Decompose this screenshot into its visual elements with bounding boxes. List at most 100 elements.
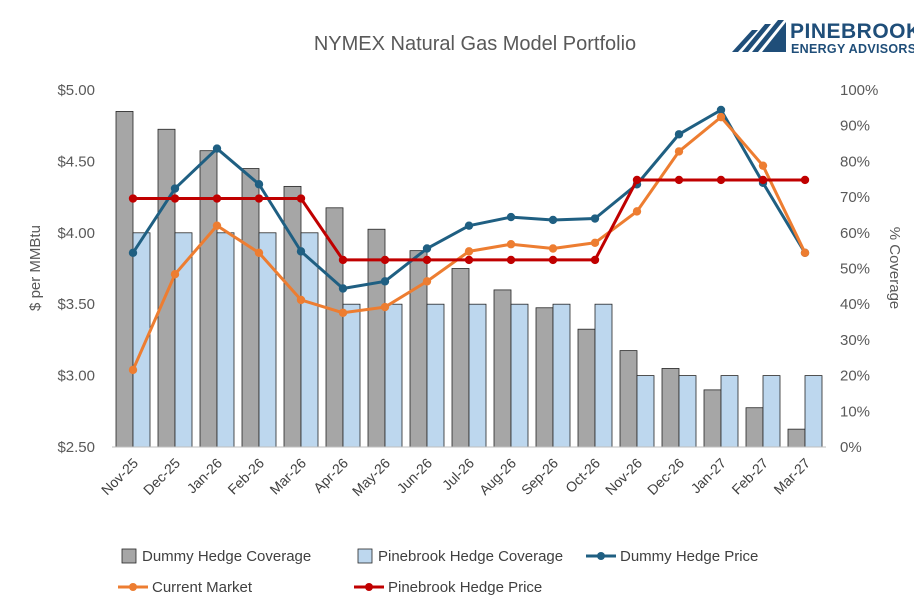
y-axis-title-left: $ per MMBtu xyxy=(27,225,44,311)
point-dummy-hedge-price xyxy=(548,215,558,225)
bar-pinebrook-hedge-coverage xyxy=(720,375,739,448)
point-pinebrook-hedge-price xyxy=(254,194,264,203)
x-tick-label: Feb-26 xyxy=(224,455,267,498)
bar-pinebrook-hedge-coverage xyxy=(258,232,277,448)
right-axis: 0% 10% 20% 30% 40% 50% 60% 70% 80% 90% 100% xyxy=(840,82,878,456)
point-pinebrook-hedge-price xyxy=(422,255,432,265)
point-pinebrook-hedge-price xyxy=(464,255,474,265)
y-tick-right: 90% xyxy=(840,118,870,135)
x-tick-label: Nov-26 xyxy=(602,455,645,498)
x-tick-label: Jan-27 xyxy=(688,455,730,497)
y-tick-right: 70% xyxy=(840,189,870,206)
bar-pinebrook-hedge-coverage xyxy=(384,303,403,448)
legend-label-dummy-hedge-price: Dummy Hedge Price xyxy=(620,548,758,565)
point-pinebrook-hedge-price xyxy=(632,175,642,185)
point-pinebrook-hedge-price xyxy=(296,194,306,203)
point-dummy-hedge-price xyxy=(170,184,180,193)
point-current-market xyxy=(338,308,348,317)
bar-dummy-hedge-coverage xyxy=(577,328,596,448)
pinebrook-logo: PINEBROOK ENERGY ADVISORS xyxy=(732,20,914,56)
y-axis-title-right: % Coverage xyxy=(886,227,903,310)
bar-pinebrook-hedge-coverage xyxy=(216,232,235,448)
x-tick-label: Sep-26 xyxy=(518,455,561,498)
bar-dummy-hedge-coverage xyxy=(157,128,176,448)
y-tick-right: 10% xyxy=(840,403,870,420)
point-current-market xyxy=(758,161,768,170)
point-current-market xyxy=(716,112,726,122)
point-dummy-hedge-price xyxy=(128,248,138,257)
bar-pinebrook-hedge-coverage xyxy=(594,303,613,448)
y-tick-right: 0% xyxy=(840,439,862,456)
bar-pinebrook-hedge-coverage xyxy=(342,303,361,448)
left-axis: $2.50 $3.00 $3.50 $4.00 $4.50 $5.00 xyxy=(57,82,95,456)
y-tick-right: 100% xyxy=(840,82,878,99)
y-tick-left: $4.00 xyxy=(57,225,95,242)
legend-marker-current-market xyxy=(129,583,137,591)
bar-pinebrook-hedge-coverage xyxy=(636,375,655,448)
point-pinebrook-hedge-price xyxy=(506,255,516,265)
point-current-market xyxy=(128,365,138,375)
point-dummy-hedge-price xyxy=(464,221,474,230)
bar-dummy-hedge-coverage xyxy=(703,389,722,448)
x-tick-label: Feb-27 xyxy=(728,455,771,498)
y-tick-right: 60% xyxy=(840,225,870,242)
point-current-market xyxy=(212,221,222,230)
bar-dummy-hedge-coverage xyxy=(451,268,470,448)
x-tick-label: Jul-26 xyxy=(439,455,477,493)
point-dummy-hedge-price xyxy=(380,277,390,286)
y-tick-right: 80% xyxy=(840,153,870,170)
point-current-market xyxy=(422,277,432,286)
bar-dummy-hedge-coverage xyxy=(535,307,554,448)
point-pinebrook-hedge-price xyxy=(380,255,390,265)
y-tick-left: $3.50 xyxy=(57,296,95,313)
bar-pinebrook-hedge-coverage xyxy=(468,303,487,448)
logo-stripe-4 xyxy=(762,22,786,52)
point-pinebrook-hedge-price xyxy=(800,175,810,185)
point-dummy-hedge-price xyxy=(338,284,348,293)
logo-name: PINEBROOK xyxy=(790,20,914,43)
x-tick-label: Apr-26 xyxy=(310,455,351,496)
logo-stripe-1 xyxy=(732,30,758,52)
line-group xyxy=(128,105,810,375)
bar-pinebrook-hedge-coverage xyxy=(426,303,445,448)
legend-swatch-dummy-hedge-coverage xyxy=(121,548,137,564)
point-current-market xyxy=(800,248,810,257)
bar-dummy-hedge-coverage xyxy=(745,407,764,448)
point-pinebrook-hedge-price xyxy=(548,255,558,265)
point-pinebrook-hedge-price xyxy=(758,175,768,185)
point-dummy-hedge-price xyxy=(254,180,264,189)
point-dummy-hedge-price xyxy=(506,212,516,222)
bar-dummy-hedge-coverage xyxy=(199,150,218,448)
x-tick-label: Aug-26 xyxy=(476,455,519,498)
x-tick-label: Jan-26 xyxy=(184,455,226,497)
point-dummy-hedge-price xyxy=(296,247,306,256)
legend: Dummy Hedge Coverage Pinebrook Hedge Cove… xyxy=(118,548,758,596)
y-tick-right: 20% xyxy=(840,368,870,385)
point-current-market xyxy=(506,240,516,249)
legend-label-current-market: Current Market xyxy=(152,579,253,596)
point-current-market xyxy=(170,270,180,279)
bar-dummy-hedge-coverage xyxy=(787,428,806,448)
point-current-market xyxy=(254,248,264,257)
x-tick-label: Oct-26 xyxy=(562,455,603,496)
y-tick-left: $4.50 xyxy=(57,153,95,170)
point-pinebrook-hedge-price xyxy=(590,255,600,265)
y-tick-right: 40% xyxy=(840,296,870,313)
point-dummy-hedge-price xyxy=(422,244,432,253)
x-tick-label: Mar-27 xyxy=(770,455,813,498)
legend-marker-pinebrook-hedge-price xyxy=(365,583,373,591)
bar-dummy-hedge-coverage xyxy=(661,368,680,448)
bar-pinebrook-hedge-coverage xyxy=(762,375,781,448)
x-tick-label: Jun-26 xyxy=(394,455,436,497)
point-current-market xyxy=(464,247,474,256)
point-dummy-hedge-price xyxy=(716,105,726,115)
y-tick-right: 30% xyxy=(840,332,870,349)
chart-title: NYMEX Natural Gas Model Portfolio xyxy=(314,33,636,55)
point-current-market xyxy=(548,244,558,253)
bar-pinebrook-hedge-coverage xyxy=(804,375,823,448)
bar-dummy-hedge-coverage xyxy=(115,111,134,448)
point-current-market xyxy=(380,302,390,312)
x-tick-label: Mar-26 xyxy=(266,455,309,498)
bar-pinebrook-hedge-coverage xyxy=(510,303,529,448)
